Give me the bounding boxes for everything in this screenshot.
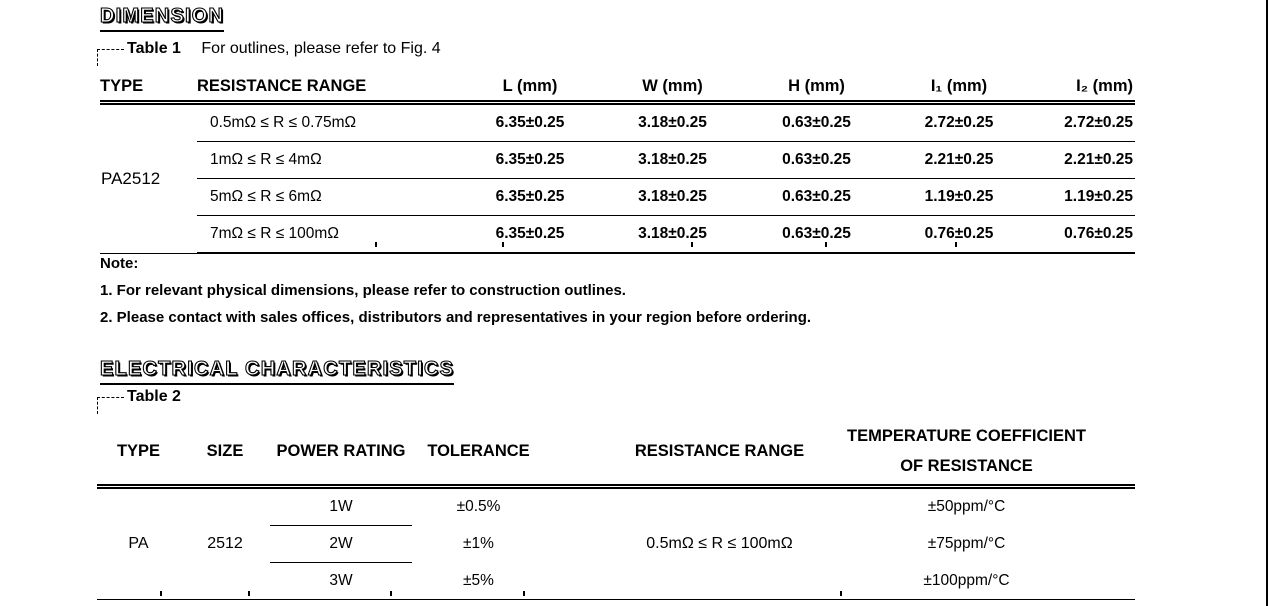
- table1-cell-w: 3.18±0.25: [600, 215, 745, 254]
- table1-cell-range: 5mΩ ≤ R ≤ 6mΩ: [197, 178, 460, 216]
- table1-cell-w: 3.18±0.25: [600, 102, 745, 142]
- table1-cell-i2: 2.21±0.25: [1030, 141, 1135, 179]
- table-row: 1mΩ ≤ R ≤ 4mΩ 6.35±0.25 3.18±0.25 0.63±0…: [100, 141, 1135, 179]
- table1-header-row: TYPE RESISTANCE RANGE L (mm) W (mm) H (m…: [100, 72, 1135, 105]
- table2-header-resistance-range: RESISTANCE RANGE: [545, 418, 840, 489]
- note-label: Note:: [100, 255, 139, 272]
- table2-column-tick: [160, 591, 162, 596]
- table2-header-tolerance: TOLERANCE: [412, 418, 545, 489]
- table1-header-w: W (mm): [600, 72, 745, 105]
- dashed-leader-icon: [97, 397, 124, 414]
- table1-column-tick: [375, 242, 377, 247]
- table1-column-tick: [502, 242, 504, 247]
- table1-cell-range: 7mΩ ≤ R ≤ 100mΩ: [197, 215, 460, 254]
- table2-cell-temp-coefficient: ±50ppm/°C: [927, 498, 1006, 516]
- table2-type-value: PA: [97, 486, 180, 600]
- table1-cell-h: 0.63±0.25: [745, 215, 888, 254]
- table2-cell-tolerance: ±0.5%: [456, 498, 501, 516]
- table-row: 5mΩ ≤ R ≤ 6mΩ 6.35±0.25 3.18±0.25 0.63±0…: [100, 178, 1135, 216]
- table1-cell-i1: 2.72±0.25: [888, 102, 1030, 142]
- table1-cell-i1: 1.19±0.25: [888, 178, 1030, 216]
- table1-header-resistance-range: RESISTANCE RANGE: [197, 72, 460, 105]
- table-row: 2W ±1% ±75ppm/°C: [97, 525, 1135, 563]
- table1-cell-l: 6.35±0.25: [460, 102, 600, 142]
- table1-column-tick: [825, 242, 827, 247]
- table2-header-temp-coefficient: TEMPERATURE COEFFICIENT OF RESISTANCE: [840, 418, 1135, 489]
- table1-cell-l: 6.35±0.25: [460, 141, 600, 179]
- page-right-border-rule: [1266, 0, 1268, 606]
- table2-column-tick: [248, 591, 250, 596]
- table2-cell-power: 2W: [270, 525, 412, 563]
- table1-cell-l: 6.35±0.25: [460, 178, 600, 216]
- table1-header-i1: I₁ (mm): [888, 72, 1030, 105]
- table2-caption: Table 2: [97, 388, 181, 414]
- table1-cell-i2: 1.19±0.25: [1030, 178, 1135, 216]
- table1-cell-h: 0.63±0.25: [745, 141, 888, 179]
- table2-cell-power: 3W: [270, 562, 412, 600]
- table2-column-tick: [840, 591, 842, 596]
- table1-header-i2: I₂ (mm): [1030, 72, 1135, 105]
- table1-header-h: H (mm): [745, 72, 888, 105]
- dimension-table: TYPE RESISTANCE RANGE L (mm) W (mm) H (m…: [100, 72, 1135, 254]
- table-row: PA 2512 1W ±0.5% 0.5mΩ ≤ R ≤ 100mΩ ±50pp…: [97, 486, 1135, 600]
- table2-cell-tolerance: ±1%: [463, 535, 494, 552]
- table1-type-value: PA2512: [100, 102, 197, 254]
- table1-caption-text: For outlines, please refer to Fig. 4: [201, 40, 441, 57]
- table2-header-type: TYPE: [97, 418, 180, 489]
- note-block: Note: 1. For relevant physical dimension…: [100, 250, 811, 331]
- table1-cell-l: 6.35±0.25: [460, 215, 600, 254]
- table1-cell-range: 0.5mΩ ≤ R ≤ 0.75mΩ: [197, 102, 460, 142]
- dimension-section-title: DIMENSION: [99, 4, 225, 32]
- table1-cell-w: 3.18±0.25: [600, 178, 745, 216]
- table2-header-temp-coefficient-line2: OF RESISTANCE: [900, 457, 1033, 475]
- table1-cell-i1: 2.21±0.25: [888, 141, 1030, 179]
- electrical-table: TYPE SIZE POWER RATING TOLERANCE RESISTA…: [97, 418, 1135, 600]
- table2-column-tick: [523, 591, 525, 596]
- table1-cell-w: 3.18±0.25: [600, 141, 745, 179]
- table2-header-row: TYPE SIZE POWER RATING TOLERANCE RESISTA…: [97, 418, 1135, 489]
- table2-size-value: 2512: [180, 486, 270, 600]
- table2-cell-temp-coefficient: ±75ppm/°C: [927, 535, 1006, 552]
- table1-cell-h: 0.63±0.25: [745, 102, 888, 142]
- table2-column-tick: [390, 591, 392, 596]
- table1-cell-i2: 0.76±0.25: [1030, 215, 1135, 254]
- table2-cell-power: 1W: [270, 486, 412, 526]
- electrical-section-title: ELECTRICAL CHARACTERISTICS: [99, 357, 455, 385]
- table1-cell-i1: 0.76±0.25: [888, 215, 1030, 254]
- table1-cell-i2: 2.72±0.25: [1030, 102, 1135, 142]
- note-item: 1. For relevant physical dimensions, ple…: [100, 282, 626, 299]
- table-row: 3W ±5% ±100ppm/°C: [97, 562, 1135, 600]
- table2-resistance-range-value: 0.5mΩ ≤ R ≤ 100mΩ: [545, 486, 840, 600]
- table2-header-size: SIZE: [180, 418, 270, 489]
- table2-header-power-rating: POWER RATING: [270, 418, 412, 489]
- note-item: 2. Please contact with sales offices, di…: [100, 309, 812, 326]
- table1-column-tick: [691, 242, 693, 247]
- table1-header-l: L (mm): [460, 72, 600, 105]
- table1-header-type: TYPE: [100, 72, 197, 105]
- table-row: PA2512 0.5mΩ ≤ R ≤ 0.75mΩ 6.35±0.25 3.18…: [100, 102, 1135, 254]
- dashed-leader-icon: [97, 49, 124, 66]
- table1-caption: Table 1 For outlines, please refer to Fi…: [97, 40, 441, 66]
- table1-caption-label: Table 1: [127, 40, 181, 57]
- table2-header-temp-coefficient-line1: TEMPERATURE COEFFICIENT: [847, 427, 1086, 445]
- table1-column-tick: [955, 242, 957, 247]
- table1-cell-range: 1mΩ ≤ R ≤ 4mΩ: [197, 141, 460, 179]
- table2-caption-label: Table 2: [127, 388, 181, 405]
- table1-cell-h: 0.63±0.25: [745, 178, 888, 216]
- table2-cell-temp-coefficient: ±100ppm/°C: [840, 562, 1135, 600]
- table2-cell-tolerance: ±5%: [412, 562, 545, 600]
- table-row: 7mΩ ≤ R ≤ 100mΩ 6.35±0.25 3.18±0.25 0.63…: [100, 215, 1135, 254]
